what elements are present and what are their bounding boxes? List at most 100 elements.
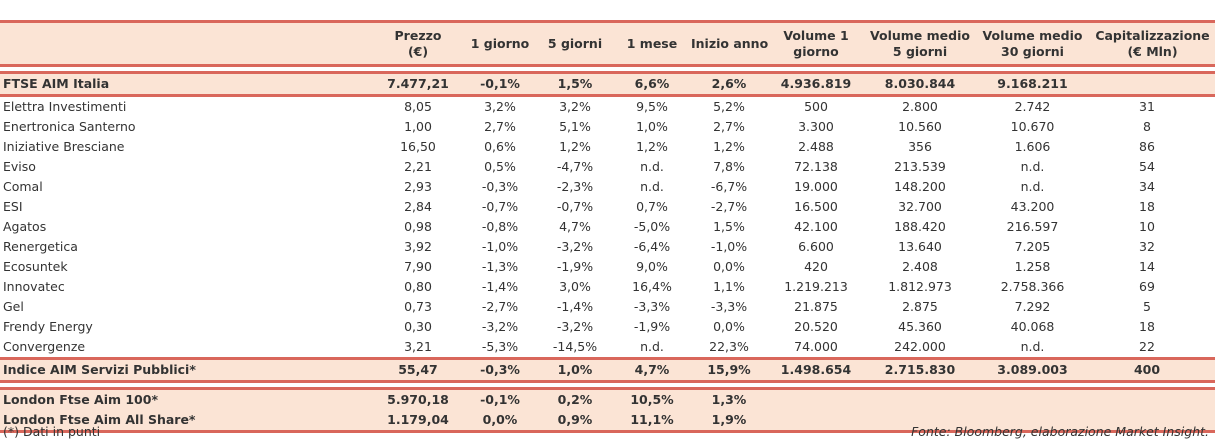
cell-change-5d: 5,1% [559, 119, 591, 134]
cell-avg-volume-30d: n.d. [1020, 339, 1045, 354]
cell-change-ytd: 0,0% [713, 259, 745, 274]
header-market-cap: Capitalizzazione (€ Mln) [1090, 20, 1215, 67]
cell-avg-volume-30d: 43.200 [1010, 199, 1055, 214]
cell-avg-volume-5d: 188.420 [894, 219, 946, 234]
header-price: Prezzo (€) [373, 20, 463, 67]
cell-avg-volume-5d: 13.640 [898, 239, 942, 254]
cell-volume-1d: 42.100 [794, 219, 838, 234]
cell-price: 0,80 [404, 279, 432, 294]
cell-market-cap: 34 [1139, 179, 1155, 194]
london-index-row: London Ftse Aim 100* 5.970,18 -0,1% 0,2% 10,… [0, 387, 1215, 410]
cell-change-1m: 1,2% [636, 139, 668, 154]
cell-avg-volume-5d: 356 [908, 139, 932, 154]
cell-change-1d: -3,2% [481, 319, 519, 334]
table-row: Innovatec 0,80 -1,4% 3,0% 16,4% 1,1% 1.219.213… [0, 277, 1215, 297]
cell-change-1m: 9,0% [636, 259, 668, 274]
cell-change-ytd: 1,3% [691, 387, 767, 410]
cell-change-1d: 0,0% [463, 410, 537, 433]
cell-change-1m: -1,9% [633, 319, 671, 334]
header-change-1d: 1 giorno [463, 20, 537, 67]
cell-change-5d: 1,2% [559, 139, 591, 154]
cell-avg-volume-30d: 9.168.211 [975, 71, 1090, 97]
cell-avg-volume-30d: 216.597 [1006, 219, 1059, 234]
cell-avg-volume-5d [865, 410, 975, 433]
cell-name: Frendy Energy [3, 319, 93, 334]
cell-change-5d: -1,4% [556, 299, 594, 314]
cell-volume-1d: 2.488 [798, 139, 834, 154]
cell-avg-volume-30d: 7.205 [1014, 239, 1051, 254]
cell-volume-1d: 74.000 [794, 339, 838, 354]
header-change-ytd: Inizio anno [691, 20, 768, 67]
cell-avg-volume-30d: 40.068 [1010, 319, 1055, 334]
cell-change-5d: 3,0% [559, 279, 591, 294]
cell-name: Comal [3, 179, 43, 194]
cell-price: 2,84 [404, 199, 432, 214]
header-avg-volume-5d: Volume medio 5 giorni [865, 20, 975, 67]
cell-price: 1.179,04 [373, 410, 463, 433]
cell-market-cap [1090, 71, 1215, 97]
cell-volume-1d: 3.300 [798, 119, 834, 134]
cell-change-1d: -0,3% [481, 179, 519, 194]
cell-avg-volume-5d: 10.560 [898, 119, 942, 134]
cell-change-1d: -5,3% [481, 339, 519, 354]
cell-change-5d: -4,7% [556, 159, 594, 174]
cell-avg-volume-30d: n.d. [1020, 179, 1045, 194]
cell-change-1m: -6,4% [633, 239, 671, 254]
cell-avg-volume-30d: 2.742 [1014, 99, 1051, 114]
cell-avg-volume-5d: 2.875 [902, 299, 938, 314]
cell-avg-volume-30d: n.d. [1020, 159, 1045, 174]
cell-price: 7.477,21 [373, 71, 463, 97]
cell-change-ytd: 1,5% [713, 219, 745, 234]
cell-change-5d: 0,2% [537, 387, 613, 410]
cell-price: 2,93 [404, 179, 432, 194]
cell-change-ytd: 15,9% [691, 357, 767, 383]
cell-change-5d: 1,0% [537, 357, 613, 383]
cell-change-1m: n.d. [640, 159, 664, 174]
cell-change-1m: 9,5% [636, 99, 668, 114]
cell-price: 7,90 [404, 259, 432, 274]
cell-name: Renergetica [3, 239, 78, 254]
cell-avg-volume-30d: 1.606 [1014, 139, 1051, 154]
spacer [0, 66, 1215, 73]
cell-change-1d: 0,6% [484, 139, 516, 154]
cell-avg-volume-30d: 7.292 [1014, 299, 1051, 314]
cell-change-ytd: 0,0% [713, 319, 745, 334]
table-row: Eviso 2,21 0,5% -4,7% n.d. 7,8% 72.138 213.539 n… [0, 157, 1215, 177]
cell-name: ESI [3, 199, 23, 214]
cell-change-ytd: 1,1% [713, 279, 745, 294]
cell-price: 1,00 [404, 119, 432, 134]
cell-change-1d: -0,1% [463, 387, 537, 410]
cell-price: 0,98 [404, 219, 432, 234]
cell-change-ytd: 2,7% [713, 119, 745, 134]
cell-change-ytd: 5,2% [713, 99, 745, 114]
cell-avg-volume-5d: 148.200 [894, 179, 946, 194]
cell-change-ytd: 1,2% [713, 139, 745, 154]
cell-price: 8,05 [404, 99, 432, 114]
cell-name: Innovatec [3, 279, 65, 294]
cell-change-1m: n.d. [640, 179, 664, 194]
cell-change-5d: -3,2% [556, 319, 594, 334]
cell-volume-1d: 72.138 [794, 159, 838, 174]
cell-avg-volume-30d: 2.758.366 [1000, 279, 1065, 294]
cell-change-1d: -0,1% [463, 71, 537, 97]
cell-avg-volume-30d [975, 410, 1090, 433]
cell-name: Elettra Investimenti [3, 99, 127, 114]
source-note: Fonte: Bloomberg, elaborazione Market In… [911, 424, 1209, 439]
cell-name: Eviso [3, 159, 36, 174]
cell-name: Convergenze [3, 339, 86, 354]
cell-change-5d: 4,7% [559, 219, 591, 234]
cell-market-cap: 10 [1139, 219, 1155, 234]
table-row: Comal 2,93 -0,3% -2,3% n.d. -6,7% 19.000 148.20… [0, 177, 1215, 197]
cell-change-1d: -0,3% [463, 357, 537, 383]
cell-volume-1d: 6.600 [798, 239, 834, 254]
cell-change-ytd: -6,7% [710, 179, 748, 194]
cell-change-1d: 2,7% [484, 119, 516, 134]
spacer [0, 382, 1215, 389]
cell-avg-volume-30d: 3.089.003 [975, 357, 1090, 383]
cell-change-1m: n.d. [640, 339, 664, 354]
cell-market-cap: 86 [1139, 139, 1155, 154]
cell-volume-1d: 19.000 [794, 179, 838, 194]
cell-volume-1d: 16.500 [794, 199, 838, 214]
cell-market-cap: 400 [1090, 357, 1215, 383]
cell-avg-volume-30d [975, 387, 1090, 410]
